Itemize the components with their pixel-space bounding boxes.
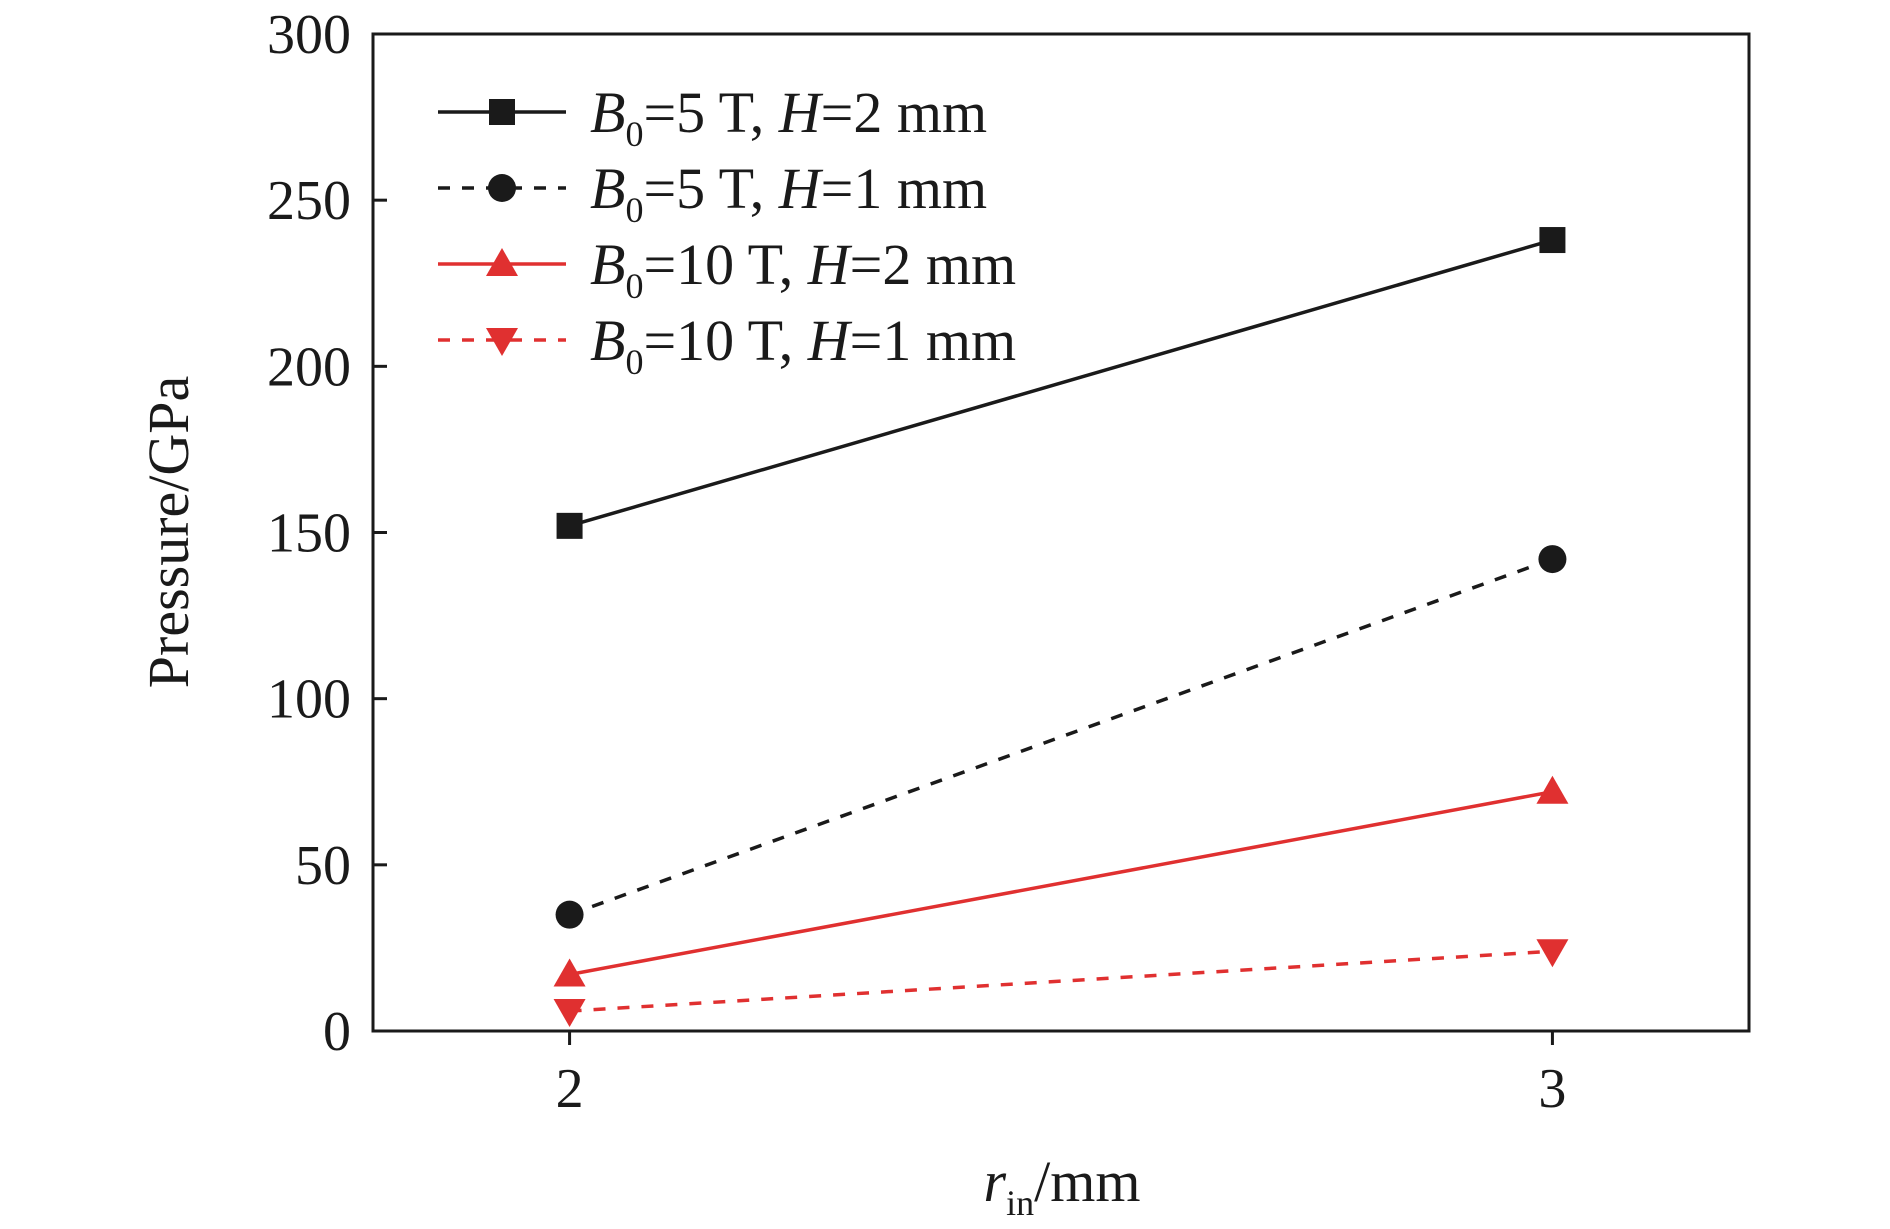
- series-s1: [556, 227, 1566, 539]
- legend-entry-s4: B0=10 T, H=1 mm: [438, 308, 1016, 382]
- x-axis-title: rin/mm: [984, 1149, 1141, 1223]
- y-tick-label: 100: [267, 669, 351, 731]
- legend-entry-s1: B0=5 T, H=2 mm: [438, 80, 987, 154]
- series-layer: [553, 227, 1569, 1028]
- legend-label: B0=5 T, H=2 mm: [590, 80, 987, 154]
- legend-marker: [486, 248, 518, 276]
- series-s4: [553, 939, 1569, 1028]
- series-line-s4: [569, 949, 1553, 1013]
- x-axis-title-subscript: in: [1006, 1183, 1034, 1223]
- y-axis-title: Pressure/GPa: [136, 376, 201, 689]
- x-tick-label: 2: [556, 1058, 584, 1120]
- x-tick-label: 3: [1538, 1058, 1566, 1120]
- y-tick-label: 50: [295, 835, 351, 897]
- legend-label: B0=5 T, H=1 mm: [590, 156, 987, 230]
- legend-entry-s3: B0=10 T, H=2 mm: [438, 232, 1016, 306]
- legend-label: B0=10 T, H=2 mm: [590, 232, 1016, 306]
- series-s3: [553, 775, 1569, 987]
- y-tick-label: 250: [267, 170, 351, 232]
- data-point-s4: [1536, 939, 1569, 968]
- legend-marker: [488, 174, 516, 202]
- series-line-s2: [568, 557, 1554, 917]
- y-tick-label: 200: [267, 336, 351, 398]
- y-tick-label: 150: [267, 503, 351, 565]
- x-axis-title-variable: r: [984, 1149, 1007, 1214]
- legend-marker: [489, 99, 515, 125]
- legend-entry-s2: B0=5 T, H=1 mm: [438, 156, 987, 230]
- series-line-s1: [569, 238, 1553, 528]
- x-axis-title-unit: /mm: [1034, 1149, 1140, 1214]
- legend-label: B0=10 T, H=1 mm: [590, 308, 1016, 382]
- y-tick-label: 300: [267, 4, 351, 66]
- legend-marker: [486, 328, 518, 356]
- series-s2: [555, 545, 1567, 929]
- data-point-s3: [1536, 775, 1569, 804]
- y-tick-label: 0: [323, 1001, 351, 1063]
- data-point-s4: [553, 999, 586, 1028]
- series-line-s3: [569, 789, 1553, 977]
- data-point-s2: [1538, 545, 1567, 574]
- data-point-s1: [556, 512, 583, 539]
- y-axis: 0 50 100 150 200 250 300: [267, 4, 387, 1063]
- data-point-s2: [555, 900, 584, 929]
- data-point-s1: [1539, 227, 1566, 254]
- data-point-s3: [553, 958, 586, 987]
